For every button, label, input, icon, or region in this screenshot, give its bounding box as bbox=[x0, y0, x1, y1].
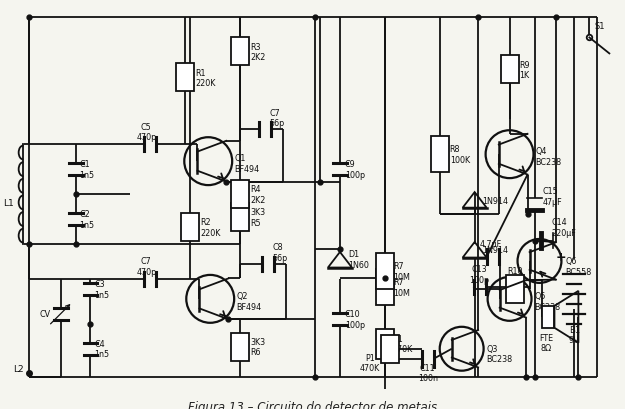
FancyBboxPatch shape bbox=[381, 335, 399, 363]
Text: R7
10M: R7 10M bbox=[393, 277, 410, 297]
Text: 3K3
R5: 3K3 R5 bbox=[250, 208, 265, 227]
Text: C7
56p: C7 56p bbox=[269, 108, 284, 128]
Text: +: + bbox=[555, 251, 566, 264]
Text: C1
1n5: C1 1n5 bbox=[79, 160, 94, 180]
Text: Q2
BF494: Q2 BF494 bbox=[236, 292, 261, 311]
Text: D1
1N60: D1 1N60 bbox=[348, 249, 369, 269]
Text: C11
100n: C11 100n bbox=[418, 363, 437, 382]
Text: R7
10M: R7 10M bbox=[393, 262, 410, 281]
FancyBboxPatch shape bbox=[231, 204, 249, 231]
Text: C9
100p: C9 100p bbox=[345, 160, 365, 180]
Text: R9
1K: R9 1K bbox=[519, 61, 530, 80]
Text: C7
470p: C7 470p bbox=[136, 256, 156, 276]
Text: 4.7μF: 4.7μF bbox=[479, 240, 502, 249]
FancyBboxPatch shape bbox=[376, 329, 394, 359]
Text: P1
470K: P1 470K bbox=[360, 353, 380, 373]
Text: Figura 13 – Circuito do detector de metais: Figura 13 – Circuito do detector de meta… bbox=[188, 400, 437, 409]
FancyBboxPatch shape bbox=[181, 213, 199, 241]
Text: C3
1n5: C3 1n5 bbox=[94, 279, 109, 299]
Text: R1
220K: R1 220K bbox=[195, 68, 216, 88]
Text: L2: L2 bbox=[13, 364, 24, 373]
FancyBboxPatch shape bbox=[231, 38, 249, 66]
FancyBboxPatch shape bbox=[506, 275, 524, 303]
Text: C2
1n5: C2 1n5 bbox=[79, 210, 94, 229]
Text: Q1
BF494: Q1 BF494 bbox=[234, 154, 259, 173]
Text: R3
2K2: R3 2K2 bbox=[250, 43, 266, 62]
FancyBboxPatch shape bbox=[376, 253, 394, 289]
Text: R4
2K2: R4 2K2 bbox=[250, 185, 266, 204]
Text: B1
9V: B1 9V bbox=[569, 325, 580, 345]
Text: Q3
BC238: Q3 BC238 bbox=[487, 344, 512, 364]
Text: Q5
BC238: Q5 BC238 bbox=[534, 292, 561, 311]
Text: C5
470p: C5 470p bbox=[136, 122, 156, 142]
Text: 3K3
R6: 3K3 R6 bbox=[250, 337, 265, 357]
FancyBboxPatch shape bbox=[431, 137, 449, 173]
Text: S1: S1 bbox=[594, 22, 605, 31]
Text: C8
56p: C8 56p bbox=[272, 243, 288, 262]
FancyBboxPatch shape bbox=[501, 56, 519, 84]
FancyBboxPatch shape bbox=[231, 181, 249, 209]
Text: R8
100K: R8 100K bbox=[450, 145, 470, 164]
FancyBboxPatch shape bbox=[176, 64, 194, 92]
Bar bbox=[542, 306, 554, 328]
Text: C15
47μF: C15 47μF bbox=[542, 187, 562, 206]
Text: Q4
BC238: Q4 BC238 bbox=[536, 147, 562, 166]
Text: C13
100p: C13 100p bbox=[469, 265, 490, 284]
Text: R2
220K: R2 220K bbox=[200, 218, 221, 237]
FancyBboxPatch shape bbox=[231, 333, 249, 361]
Text: C4
1n5: C4 1n5 bbox=[94, 339, 109, 359]
Text: 1N914: 1N914 bbox=[482, 246, 509, 255]
Text: FTE
8Ω: FTE 8Ω bbox=[539, 333, 554, 353]
Text: 1N914: 1N914 bbox=[482, 196, 509, 205]
Text: L1: L1 bbox=[3, 198, 14, 207]
Text: C14
220μF: C14 220μF bbox=[551, 218, 576, 237]
Text: Q6
BC558: Q6 BC558 bbox=[566, 256, 592, 276]
Text: CV: CV bbox=[39, 310, 50, 319]
Text: R10
220K: R10 220K bbox=[504, 267, 525, 286]
FancyBboxPatch shape bbox=[376, 269, 394, 305]
Text: C10
100p: C10 100p bbox=[345, 309, 365, 329]
Text: P1
470K: P1 470K bbox=[393, 334, 413, 354]
